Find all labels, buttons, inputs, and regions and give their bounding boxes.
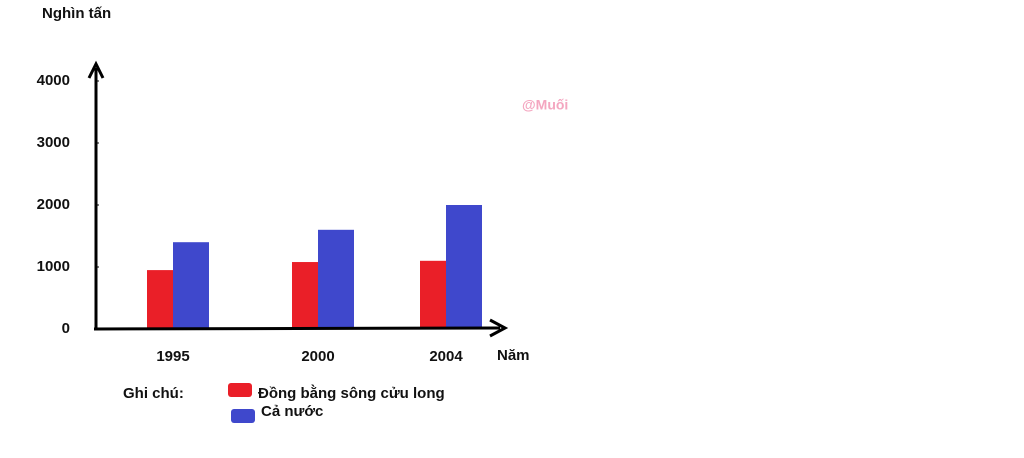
y-tick-label: 1000 [37,258,70,275]
legend-label: Cả nước [261,403,323,420]
bar [147,270,173,329]
legend-title: Ghi chú: [123,385,184,402]
bar [318,229,354,329]
y-tick-label: 4000 [37,72,70,89]
legend-swatch [231,409,255,423]
x-tick-label: 2004 [429,348,463,365]
bar [292,262,318,329]
x-arrow [489,318,509,338]
watermark: @Muối [522,97,568,113]
y-tick-label: 2000 [37,196,70,213]
x-axis-label: Năm [497,347,530,364]
y-tick-label: 3000 [37,134,70,151]
bar [446,205,482,329]
y-axis-label: Nghìn tấn [42,5,111,22]
bar [173,242,209,329]
y-tick-label: 0 [62,320,70,337]
legend-swatch [228,383,252,397]
x-tick-label: 2000 [301,348,334,365]
y-arrow [87,60,105,79]
x-tick-label: 1995 [156,348,189,365]
legend-label: Đồng bằng sông cửu long [258,384,445,402]
x-axis [93,326,501,331]
bar [420,260,446,329]
